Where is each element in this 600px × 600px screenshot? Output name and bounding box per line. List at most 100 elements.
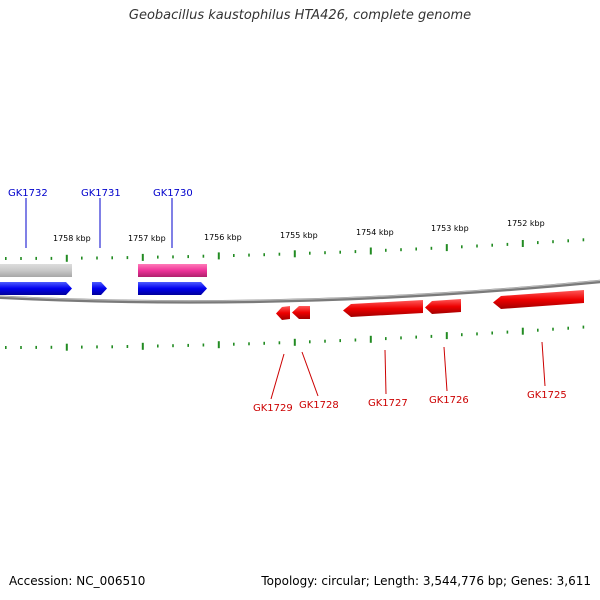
- kbp-label: 1754 kbp: [356, 228, 394, 237]
- minor-tick: [491, 243, 493, 247]
- major-tick: [369, 335, 372, 343]
- gene-labels-bottom: GK1729 GK1728 GK1727 GK1726 GK1725: [253, 390, 567, 414]
- tick-row-bottom: [5, 325, 585, 351]
- kbp-label: 1758 kbp: [53, 234, 91, 243]
- minor-tick: [582, 325, 585, 329]
- minor-tick: [157, 344, 159, 348]
- minor-tick: [96, 345, 98, 349]
- gene-labels-top: GK1732 GK1731 GK1730: [8, 188, 193, 199]
- minor-tick: [461, 333, 463, 337]
- minor-tick: [324, 339, 326, 343]
- gene-feature-gk1726[interactable]: [425, 299, 461, 314]
- minor-tick: [506, 242, 509, 246]
- gene-label[interactable]: GK1726: [429, 395, 469, 406]
- minor-tick: [263, 341, 265, 345]
- gene-feature-gk1725[interactable]: [493, 290, 584, 309]
- major-tick: [217, 252, 220, 260]
- minor-tick: [354, 250, 357, 254]
- gene-feature-gk1730[interactable]: [138, 282, 207, 295]
- genome-summary-text: Topology: circular; Length: 3,544,776 bp…: [261, 574, 591, 588]
- gene-label[interactable]: GK1727: [368, 398, 408, 409]
- gene-label[interactable]: GK1732: [8, 188, 48, 199]
- leader-lines-top: [25, 198, 173, 248]
- kbp-labels: 1758 kbp 1757 kbp 1756 kbp 1755 kbp 1754…: [53, 219, 545, 243]
- minor-tick: [202, 343, 205, 347]
- leader-lines-bottom: [270, 341, 546, 400]
- minor-tick: [187, 343, 189, 347]
- minor-tick: [233, 342, 235, 346]
- minor-tick: [537, 241, 539, 245]
- minor-tick: [567, 326, 569, 330]
- minor-tick: [506, 330, 509, 334]
- major-tick: [521, 240, 524, 247]
- minor-tick: [354, 338, 357, 342]
- kbp-label: 1756 kbp: [204, 233, 242, 242]
- major-tick: [293, 250, 296, 258]
- minor-tick: [172, 255, 174, 259]
- gene-feature-rna[interactable]: [138, 264, 207, 277]
- minor-tick: [278, 252, 281, 256]
- gene-feature-gk1727[interactable]: [343, 300, 423, 317]
- major-tick: [141, 342, 144, 350]
- minor-tick: [5, 257, 7, 260]
- major-tick: [445, 332, 448, 340]
- accession-text: Accession: NC_006510: [9, 574, 146, 588]
- minor-tick: [400, 248, 402, 252]
- minor-tick: [111, 256, 113, 260]
- minor-tick: [415, 247, 417, 251]
- minor-tick: [187, 255, 189, 259]
- minor-tick: [50, 256, 53, 260]
- minor-tick: [339, 250, 341, 254]
- gene-label[interactable]: GK1728: [299, 400, 339, 411]
- minor-tick: [263, 253, 265, 257]
- minor-tick: [415, 335, 417, 339]
- minor-tick: [233, 254, 235, 257]
- gene-feature-gk1728[interactable]: [292, 306, 310, 319]
- minor-tick: [126, 345, 129, 348]
- map-title: Geobacillus kaustophilus HTA426, complet…: [128, 8, 472, 23]
- tick-row-top: [5, 238, 585, 262]
- gene-feature-gk1732[interactable]: [0, 282, 72, 295]
- gene-feature-gk1729[interactable]: [276, 306, 290, 320]
- minor-tick: [567, 239, 569, 243]
- gene-feature-gk1731[interactable]: [92, 282, 107, 295]
- minor-tick: [430, 334, 433, 338]
- minor-tick: [461, 245, 463, 249]
- minor-tick: [400, 336, 402, 340]
- gene-feature-pseudo[interactable]: [0, 264, 72, 277]
- minor-tick: [248, 342, 250, 346]
- kbp-label: 1752 kbp: [507, 219, 545, 228]
- minor-tick: [582, 238, 585, 242]
- minor-tick: [309, 251, 311, 255]
- kbp-label: 1757 kbp: [128, 234, 166, 243]
- minor-tick: [20, 257, 22, 260]
- major-tick: [65, 254, 68, 262]
- minor-tick: [385, 248, 387, 252]
- minor-tick: [339, 339, 341, 343]
- minor-tick: [20, 346, 22, 349]
- gene-label[interactable]: GK1725: [527, 390, 567, 401]
- gene-label[interactable]: GK1730: [153, 188, 193, 199]
- minor-tick: [278, 341, 281, 345]
- minor-tick: [35, 256, 37, 260]
- gene-label[interactable]: GK1731: [81, 188, 121, 199]
- major-tick: [293, 338, 296, 346]
- major-tick: [217, 341, 220, 349]
- minor-tick: [476, 244, 478, 248]
- major-tick: [369, 247, 372, 255]
- minor-tick: [50, 345, 53, 349]
- minor-tick: [309, 340, 311, 344]
- minor-tick: [248, 253, 250, 257]
- kbp-label: 1755 kbp: [280, 231, 318, 240]
- minor-tick: [111, 345, 113, 349]
- minor-tick: [324, 251, 326, 255]
- minor-tick: [430, 246, 433, 250]
- gene-label[interactable]: GK1729: [253, 403, 293, 414]
- minor-tick: [35, 345, 37, 349]
- minor-tick: [96, 256, 98, 260]
- major-tick: [445, 244, 448, 252]
- minor-tick: [172, 344, 174, 348]
- genome-backbone: [0, 279, 600, 304]
- minor-tick: [157, 255, 159, 259]
